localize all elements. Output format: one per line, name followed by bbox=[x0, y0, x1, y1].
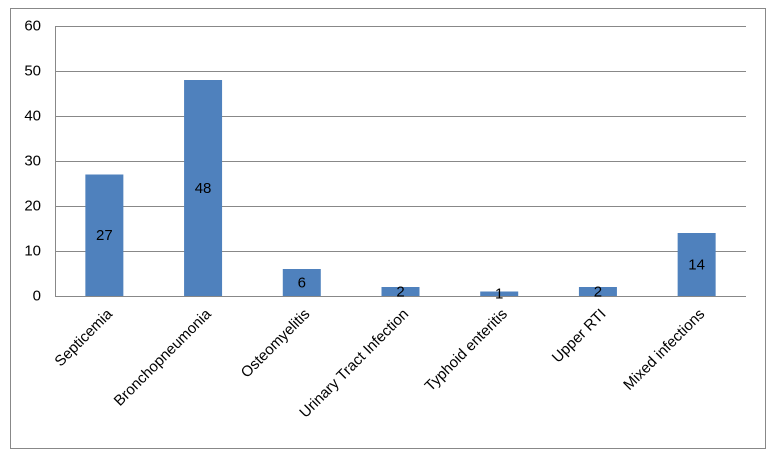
bar bbox=[480, 291, 519, 296]
y-tick-label: 50 bbox=[24, 62, 41, 79]
bar bbox=[677, 233, 716, 296]
y-tick-label: 40 bbox=[24, 107, 41, 124]
y-tick-label: 20 bbox=[24, 197, 41, 214]
chart-border bbox=[10, 8, 766, 449]
data-label: 27 bbox=[96, 227, 113, 244]
data-label: 48 bbox=[195, 180, 212, 197]
y-tick-label: 60 bbox=[24, 17, 41, 34]
data-label: 6 bbox=[298, 274, 306, 291]
y-tick-label: 10 bbox=[24, 242, 41, 259]
y-tick-label: 30 bbox=[24, 152, 41, 169]
y-tick-label: 0 bbox=[33, 287, 41, 304]
bar bbox=[85, 174, 124, 296]
data-label: 1 bbox=[495, 286, 503, 303]
bar bbox=[578, 287, 617, 296]
bar bbox=[381, 287, 420, 296]
bar bbox=[282, 269, 321, 296]
data-label: 2 bbox=[594, 283, 602, 300]
bar bbox=[184, 80, 223, 296]
data-label: 2 bbox=[396, 283, 404, 300]
data-label: 14 bbox=[688, 256, 705, 273]
